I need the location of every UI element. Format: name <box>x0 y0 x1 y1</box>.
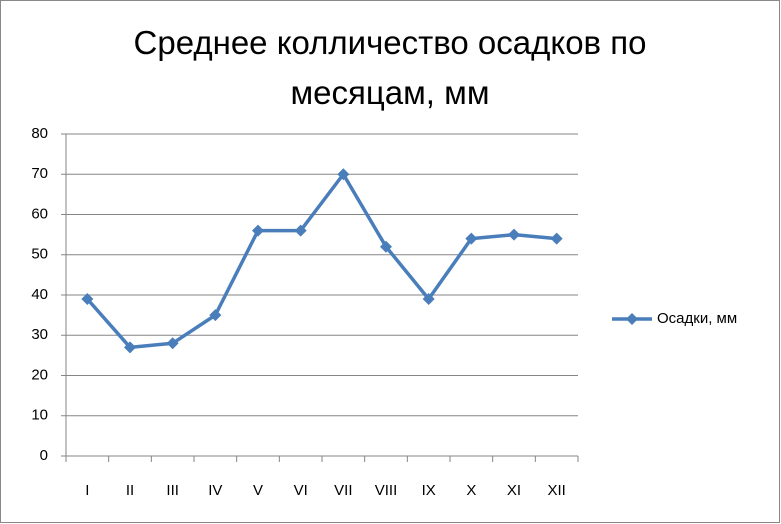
data-point <box>550 232 563 245</box>
legend-label: Осадки, мм <box>657 310 737 327</box>
x-tick-label: IV <box>208 482 222 499</box>
data-point <box>209 309 222 322</box>
data-point <box>252 224 264 237</box>
x-tick-label: VII <box>334 482 352 499</box>
y-tick-label: 20 <box>31 366 48 383</box>
legend-marker <box>626 313 638 325</box>
y-tick-label: 0 <box>40 447 48 464</box>
data-point <box>465 232 478 245</box>
data-point <box>124 341 136 354</box>
data-point <box>508 228 520 241</box>
y-tick-label: 30 <box>31 326 48 343</box>
data-point <box>294 224 307 237</box>
x-tick-label: VIII <box>375 482 398 499</box>
x-tick-label: XI <box>507 482 521 499</box>
y-tick-label: 50 <box>31 246 48 263</box>
x-tick-label: I <box>85 482 89 499</box>
x-tick-label: III <box>166 482 179 499</box>
y-tick-label: 70 <box>31 165 48 182</box>
x-tick-label: VI <box>294 482 308 499</box>
chart-title: Среднее колличество осадков по месяцам, … <box>133 24 647 111</box>
y-tick-label: 40 <box>31 286 48 303</box>
x-tick-label: X <box>466 482 476 499</box>
data-point <box>81 293 94 306</box>
x-tick-label: V <box>253 482 263 499</box>
x-tick-label: IX <box>422 482 436 499</box>
x-tick-label: XII <box>547 482 565 499</box>
y-tick-label: 80 <box>31 125 48 142</box>
y-tick-label: 10 <box>31 407 48 424</box>
series-line <box>86 172 557 350</box>
data-point <box>380 240 392 253</box>
data-point <box>166 337 179 350</box>
data-point <box>337 168 350 181</box>
y-tick-label: 60 <box>31 205 48 222</box>
data-point <box>422 293 435 306</box>
x-tick-label: II <box>126 482 134 499</box>
